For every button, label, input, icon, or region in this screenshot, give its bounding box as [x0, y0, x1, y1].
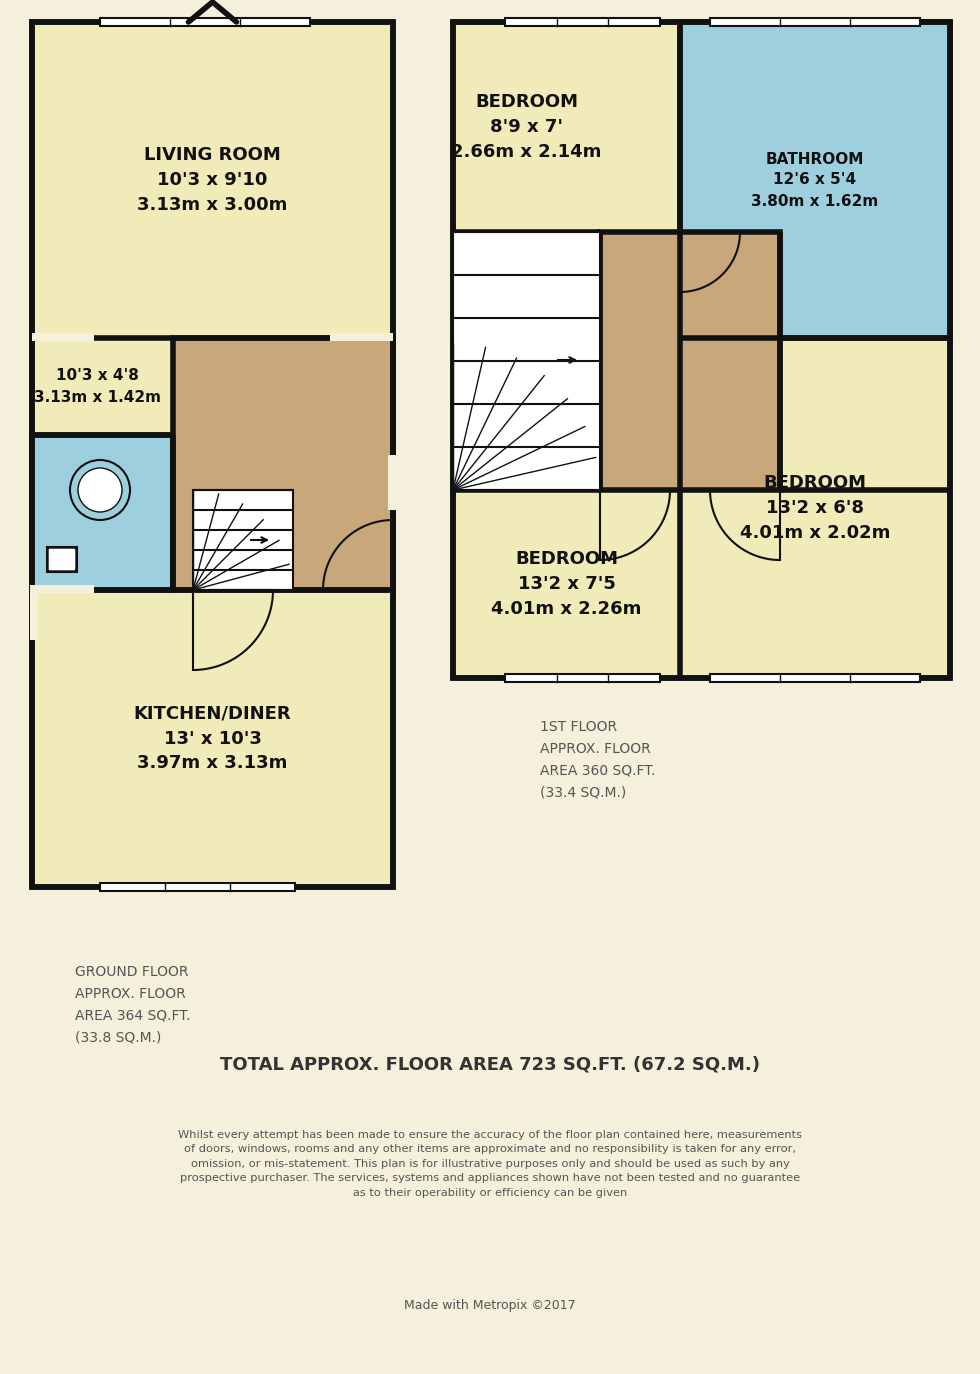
- Text: KITCHEN/DINER
13' x 10'3
3.97m x 3.13m: KITCHEN/DINER 13' x 10'3 3.97m x 3.13m: [133, 705, 291, 772]
- Text: 1ST FLOOR
APPROX. FLOOR
AREA 360 SQ.FT.
(33.4 SQ.M.): 1ST FLOOR APPROX. FLOOR AREA 360 SQ.FT. …: [540, 720, 656, 800]
- Text: 10'3 x 4'8
3.13m x 1.42m: 10'3 x 4'8 3.13m x 1.42m: [34, 368, 161, 404]
- Text: BEDROOM
13'2 x 7'5
4.01m x 2.26m: BEDROOM 13'2 x 7'5 4.01m x 2.26m: [491, 550, 642, 618]
- Bar: [100, 883, 295, 890]
- Bar: [32, 22, 393, 888]
- Text: BEDROOM
8'9 x 7'
2.66m x 2.14m: BEDROOM 8'9 x 7' 2.66m x 2.14m: [452, 93, 602, 161]
- Bar: [173, 338, 393, 589]
- Bar: [100, 18, 310, 26]
- Bar: [453, 22, 950, 677]
- Bar: [453, 232, 600, 491]
- Bar: [505, 675, 660, 682]
- Bar: [330, 333, 393, 341]
- FancyBboxPatch shape: [48, 548, 76, 572]
- Bar: [30, 585, 38, 640]
- Text: GROUND FLOOR
APPROX. FLOOR
AREA 364 SQ.FT.
(33.8 SQ.M.): GROUND FLOOR APPROX. FLOOR AREA 364 SQ.F…: [75, 965, 190, 1044]
- Bar: [193, 491, 293, 589]
- Text: Whilst every attempt has been made to ensure the accuracy of the floor plan cont: Whilst every attempt has been made to en…: [178, 1129, 802, 1198]
- Bar: [32, 333, 94, 341]
- Bar: [32, 436, 173, 589]
- Text: LIVING ROOM
10'3 x 9'10
3.13m x 3.00m: LIVING ROOM 10'3 x 9'10 3.13m x 3.00m: [137, 146, 288, 214]
- Bar: [710, 675, 920, 682]
- Bar: [710, 18, 920, 26]
- Bar: [600, 232, 780, 491]
- Circle shape: [78, 469, 122, 513]
- Bar: [47, 547, 77, 572]
- Circle shape: [70, 460, 130, 519]
- Bar: [453, 22, 950, 677]
- Text: TOTAL APPROX. FLOOR AREA 723 SQ.FT. (67.2 SQ.M.): TOTAL APPROX. FLOOR AREA 723 SQ.FT. (67.…: [220, 1057, 760, 1074]
- Bar: [680, 22, 950, 338]
- Text: BEDROOM
13'2 x 6'8
4.01m x 2.02m: BEDROOM 13'2 x 6'8 4.01m x 2.02m: [740, 474, 890, 541]
- Text: Made with Metropix ©2017: Made with Metropix ©2017: [404, 1298, 576, 1312]
- Bar: [505, 18, 660, 26]
- Bar: [32, 585, 94, 594]
- Bar: [388, 455, 396, 510]
- Text: BATHROOM
12'6 x 5'4
3.80m x 1.62m: BATHROOM 12'6 x 5'4 3.80m x 1.62m: [752, 151, 879, 209]
- Bar: [32, 22, 393, 888]
